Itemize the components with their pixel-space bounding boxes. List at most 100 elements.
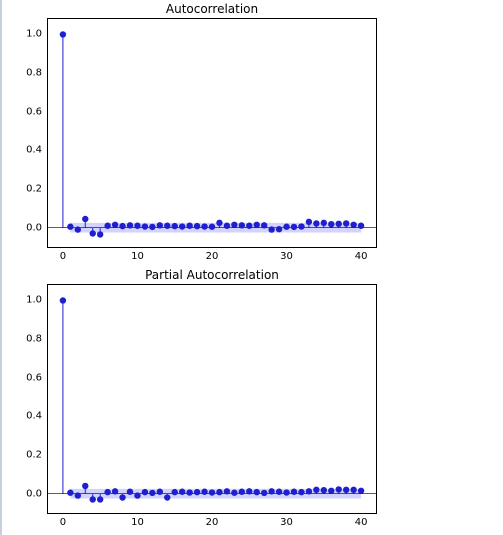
- marker: [172, 223, 178, 229]
- y-tick-label: 0.2: [26, 184, 48, 195]
- y-tick-label: 0.8: [26, 68, 48, 79]
- marker: [239, 222, 245, 228]
- marker: [224, 488, 230, 494]
- marker: [216, 220, 222, 226]
- marker: [328, 488, 334, 494]
- marker: [90, 230, 96, 236]
- marker: [321, 220, 327, 226]
- marker: [216, 489, 222, 495]
- marker: [358, 223, 364, 229]
- x-tick-label: 0: [60, 247, 66, 262]
- pacf-panel: Partial Autocorrelation 0.00.20.40.60.81…: [47, 284, 377, 514]
- marker: [67, 490, 73, 496]
- marker: [231, 222, 237, 228]
- marker: [276, 226, 282, 232]
- marker: [254, 489, 260, 495]
- marker: [112, 488, 118, 494]
- acf-svg: [48, 19, 376, 247]
- marker: [358, 488, 364, 494]
- marker: [119, 494, 125, 500]
- y-tick-label: 0.4: [26, 411, 48, 422]
- pacf-title: Partial Autocorrelation: [47, 268, 377, 282]
- marker: [209, 489, 215, 495]
- marker: [164, 223, 170, 229]
- marker: [313, 220, 319, 226]
- x-tick-label: 30: [280, 513, 293, 528]
- marker: [194, 489, 200, 495]
- marker: [179, 223, 185, 229]
- marker: [350, 487, 356, 493]
- marker: [328, 221, 334, 227]
- marker: [246, 223, 252, 229]
- marker: [306, 488, 312, 494]
- marker: [306, 219, 312, 225]
- x-tick-label: 40: [355, 513, 368, 528]
- marker: [186, 223, 192, 229]
- marker: [261, 490, 267, 496]
- pacf-svg: [48, 285, 376, 513]
- marker: [134, 223, 140, 229]
- x-tick-label: 10: [131, 247, 144, 262]
- x-tick-label: 30: [280, 247, 293, 262]
- marker: [343, 487, 349, 493]
- y-tick-label: 0.8: [26, 334, 48, 345]
- marker: [127, 222, 133, 228]
- marker: [261, 222, 267, 228]
- marker: [313, 487, 319, 493]
- marker: [254, 222, 260, 228]
- marker: [231, 490, 237, 496]
- y-tick-label: 0.0: [26, 222, 48, 233]
- x-tick-label: 10: [131, 513, 144, 528]
- marker: [60, 297, 66, 303]
- marker: [97, 496, 103, 502]
- marker: [298, 223, 304, 229]
- marker: [142, 489, 148, 495]
- x-tick-label: 0: [60, 513, 66, 528]
- marker: [321, 487, 327, 493]
- y-tick-label: 0.6: [26, 106, 48, 117]
- marker: [276, 489, 282, 495]
- acf-title: Autocorrelation: [47, 2, 377, 16]
- marker: [298, 489, 304, 495]
- marker: [283, 489, 289, 495]
- marker: [112, 222, 118, 228]
- x-tick-label: 20: [206, 513, 219, 528]
- marker: [75, 492, 81, 498]
- marker: [291, 224, 297, 230]
- marker: [201, 489, 207, 495]
- figure-wrapper: Autocorrelation 0.0 0.2 0.4 0.6 0.8 1.0 0 10 20 3…: [0, 0, 503, 535]
- marker: [268, 488, 274, 494]
- marker: [172, 489, 178, 495]
- marker: [149, 490, 155, 496]
- acf-panel: Autocorrelation 0.00.20.40.60.81.0010203…: [47, 18, 377, 248]
- marker: [186, 489, 192, 495]
- marker: [75, 226, 81, 232]
- y-tick-label: 0.4: [26, 145, 48, 156]
- marker: [179, 489, 185, 495]
- marker: [224, 223, 230, 229]
- y-tick-label: 0.6: [26, 372, 48, 383]
- y-tick-label: 0.0: [26, 488, 48, 499]
- marker: [194, 223, 200, 229]
- marker: [343, 220, 349, 226]
- marker: [239, 489, 245, 495]
- y-tick-label: 1.0: [26, 295, 48, 306]
- marker: [283, 224, 289, 230]
- marker: [67, 224, 73, 230]
- marker: [142, 223, 148, 229]
- x-tick-label: 20: [206, 247, 219, 262]
- marker: [246, 488, 252, 494]
- marker: [97, 231, 103, 237]
- marker: [60, 31, 66, 37]
- marker: [336, 221, 342, 227]
- marker: [157, 222, 163, 228]
- marker: [149, 224, 155, 230]
- marker: [268, 226, 274, 232]
- marker: [82, 216, 88, 222]
- y-tick-label: 1.0: [26, 29, 48, 40]
- marker: [127, 489, 133, 495]
- marker: [104, 489, 110, 495]
- y-tick-label: 0.2: [26, 450, 48, 461]
- marker: [350, 222, 356, 228]
- marker: [201, 223, 207, 229]
